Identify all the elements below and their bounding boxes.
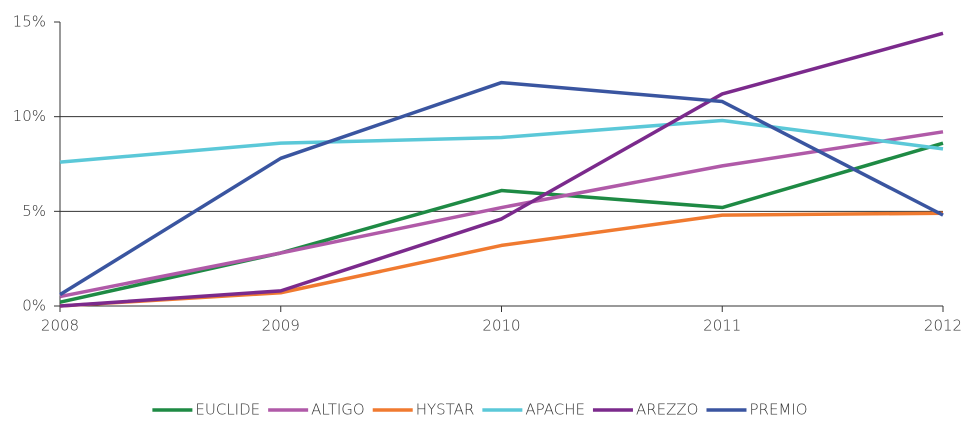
x-tick-label: 2011: [703, 317, 741, 335]
legend-label: HYSTAR: [416, 401, 475, 419]
series-line: [59, 31, 944, 308]
x-tick-label: 2012: [924, 317, 962, 335]
x-tick-label: 2010: [482, 317, 520, 335]
legend-label: PREMIO: [749, 401, 807, 419]
legend-label: ALTIGO: [311, 401, 365, 419]
series-line: [59, 130, 944, 299]
legend-label: EUCLIDE: [195, 401, 260, 419]
series-line: [59, 80, 944, 297]
legend-label: AREZZO: [636, 401, 699, 419]
series-line: [59, 118, 944, 164]
y-tick-label: 0%: [22, 297, 46, 315]
x-tick-label: 2008: [41, 317, 79, 335]
y-tick-label: 10%: [13, 107, 46, 125]
series-line: [59, 141, 944, 304]
y-tick-label: 5%: [22, 202, 46, 220]
series-line: [59, 211, 944, 308]
y-tick-label: 15%: [13, 13, 46, 31]
legend-label: APACHE: [525, 401, 585, 419]
x-tick-label: 2009: [262, 317, 300, 335]
